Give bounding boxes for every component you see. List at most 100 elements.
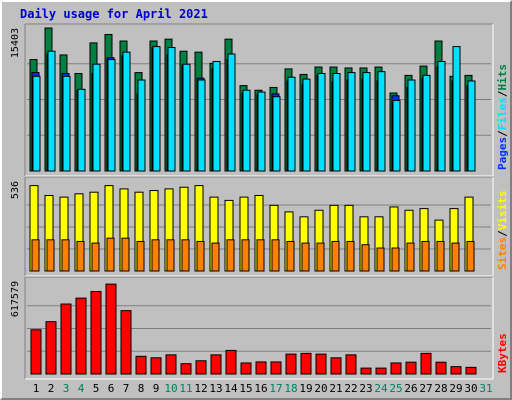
bar-sites <box>316 242 325 272</box>
bar-files <box>347 72 356 172</box>
day-label: 15 <box>239 382 252 395</box>
bar-files <box>197 79 206 172</box>
legend-item: Pages <box>496 137 509 170</box>
bar-files <box>407 79 416 172</box>
legend-item: Sites <box>496 237 509 270</box>
bar-kbytes <box>180 363 192 375</box>
max-label-middle: 536 <box>10 181 21 199</box>
max-label-top: 15403 <box>10 28 21 58</box>
day-label: 22 <box>344 382 357 395</box>
bar-kbytes <box>390 362 402 375</box>
day-label: 7 <box>123 382 130 395</box>
legend-middle: Sites/Visits <box>496 191 509 271</box>
day-label: 14 <box>224 382 238 395</box>
day-label: 28 <box>434 382 447 395</box>
bar-kbytes <box>405 361 417 375</box>
bar-files <box>32 75 41 172</box>
day-label: 31 <box>479 382 492 395</box>
bar-sites <box>436 240 445 272</box>
day-label: 21 <box>329 382 342 395</box>
day-label: 2 <box>48 382 55 395</box>
bar-files <box>77 88 86 172</box>
day-label: 10 <box>164 382 177 395</box>
bar-sites <box>286 240 295 272</box>
bar-sites <box>391 247 400 272</box>
day-label: 19 <box>299 382 312 395</box>
bar-kbytes <box>360 367 372 375</box>
bar-sites <box>271 239 280 272</box>
bar-files <box>287 76 296 172</box>
day-label: 24 <box>374 382 388 395</box>
bar-files <box>167 47 176 172</box>
bar-kbytes <box>270 361 282 375</box>
bar-files <box>332 73 341 172</box>
legend-bottom: KBytes <box>496 333 509 373</box>
chart-title: Daily usage for April 2021 <box>20 7 208 21</box>
bar-sites <box>46 239 55 272</box>
bar-kbytes <box>285 353 297 375</box>
bar-kbytes <box>255 361 267 375</box>
bar-files <box>212 60 221 172</box>
bar-kbytes <box>195 360 207 375</box>
max-label-bottom: 617579 <box>10 281 21 317</box>
bar-sites <box>451 242 460 272</box>
bar-files <box>422 74 431 172</box>
day-label: 25 <box>389 382 402 395</box>
bar-sites <box>181 239 190 272</box>
bar-files <box>152 46 161 172</box>
bar-files <box>467 80 476 172</box>
bar-sites <box>151 239 160 272</box>
bar-kbytes <box>330 357 342 375</box>
legend-item: / <box>496 230 509 237</box>
day-label: 3 <box>63 382 70 395</box>
bar-kbytes <box>450 366 462 375</box>
bar-files <box>377 71 386 172</box>
bar-kbytes <box>45 321 57 375</box>
day-label: 6 <box>108 382 115 395</box>
bar-files <box>257 91 266 172</box>
legend-item: Files <box>496 97 509 130</box>
bar-kbytes <box>240 362 252 375</box>
bar-sites <box>166 239 175 272</box>
bar-files <box>437 60 446 172</box>
day-label: 29 <box>449 382 462 395</box>
bar-kbytes <box>105 283 117 375</box>
legend-item: / <box>496 130 509 137</box>
bar-kbytes <box>435 361 447 375</box>
bar-sites <box>376 247 385 272</box>
bar-sites <box>91 242 100 272</box>
day-label: 16 <box>254 382 267 395</box>
legend-item: / <box>496 90 509 97</box>
bar-files <box>62 75 71 172</box>
bar-kbytes <box>120 310 132 375</box>
bar-sites <box>241 239 250 272</box>
day-label: 23 <box>359 382 372 395</box>
bar-files <box>392 99 401 172</box>
bar-files <box>137 79 146 172</box>
bar-kbytes <box>345 354 357 375</box>
bar-sites <box>136 240 145 272</box>
bar-kbytes <box>315 353 327 375</box>
day-label: 1 <box>33 382 40 395</box>
bar-kbytes <box>90 290 102 375</box>
bar-files <box>242 89 251 172</box>
day-label: 13 <box>209 382 222 395</box>
bar-sites <box>31 239 40 272</box>
day-label: 12 <box>194 382 207 395</box>
day-label: 30 <box>464 382 477 395</box>
legend-item: KBytes <box>496 333 509 373</box>
bar-files <box>107 59 116 172</box>
day-label: 5 <box>93 382 100 395</box>
bar-kbytes <box>30 329 42 375</box>
day-label: 18 <box>284 382 297 395</box>
bar-kbytes <box>465 366 477 375</box>
day-label: 20 <box>314 382 327 395</box>
bar-sites <box>196 240 205 272</box>
bar-kbytes <box>300 352 312 375</box>
bar-sites <box>211 242 220 272</box>
legend-item: Hits <box>496 64 509 91</box>
bar-sites <box>421 240 430 272</box>
day-label: 8 <box>138 382 145 395</box>
